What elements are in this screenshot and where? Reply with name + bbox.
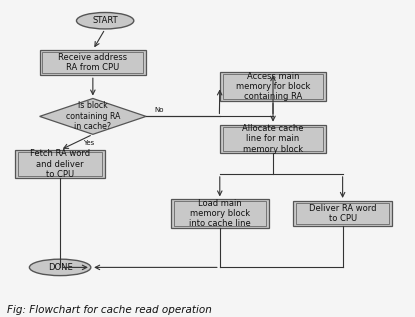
Text: Fig: Flowchart for cache read operation: Fig: Flowchart for cache read operation: [7, 305, 212, 315]
FancyBboxPatch shape: [15, 150, 105, 178]
Text: Deliver RA word
to CPU: Deliver RA word to CPU: [309, 204, 376, 223]
Polygon shape: [39, 99, 146, 134]
FancyBboxPatch shape: [293, 201, 392, 226]
Text: Fetch RA word
and deliver
to CPU: Fetch RA word and deliver to CPU: [30, 149, 90, 179]
Text: Load main
memory block
into cache line: Load main memory block into cache line: [189, 199, 251, 229]
Ellipse shape: [76, 12, 134, 29]
Text: DONE: DONE: [48, 263, 73, 272]
Text: Receive address
RA from CPU: Receive address RA from CPU: [58, 53, 127, 72]
Text: Yes: Yes: [83, 140, 94, 146]
Ellipse shape: [29, 259, 91, 275]
Text: START: START: [92, 16, 118, 25]
Text: No: No: [154, 107, 164, 113]
FancyBboxPatch shape: [220, 72, 326, 101]
Text: Access main
memory for block
containing RA: Access main memory for block containing …: [236, 72, 310, 101]
FancyBboxPatch shape: [171, 199, 269, 228]
Text: Is block
containing RA
in cache?: Is block containing RA in cache?: [66, 101, 120, 131]
FancyBboxPatch shape: [220, 125, 326, 153]
FancyBboxPatch shape: [39, 50, 146, 75]
Text: Allocate cache
line for main
memory block: Allocate cache line for main memory bloc…: [242, 124, 304, 154]
